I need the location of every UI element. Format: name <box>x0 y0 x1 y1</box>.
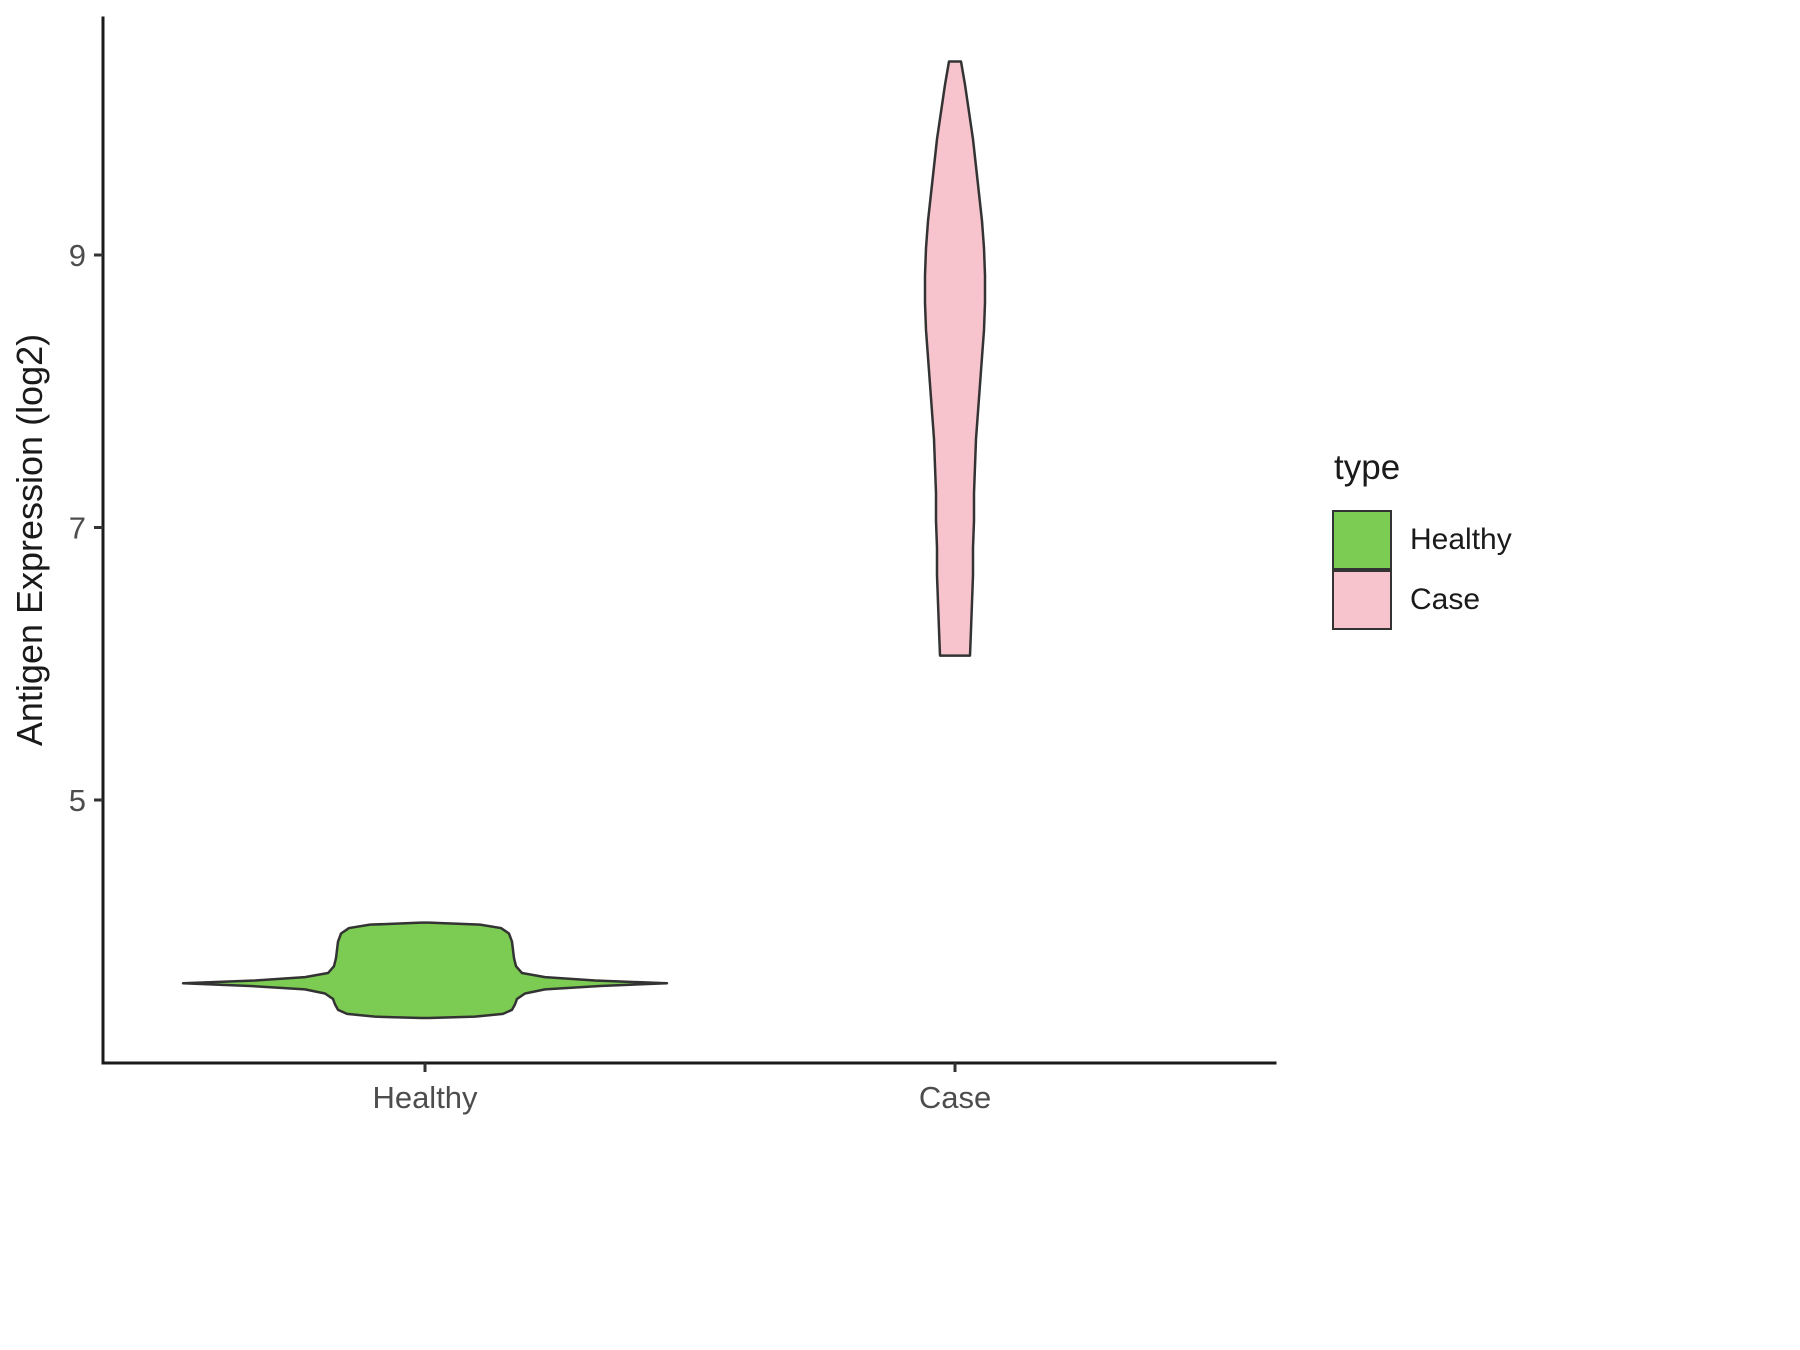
x-tick-label-healthy: Healthy <box>372 1080 478 1115</box>
violin-healthy <box>181 921 669 1020</box>
legend-item-case: Case <box>1332 570 1512 630</box>
y-tick-label: 7 <box>69 510 86 545</box>
legend-title: type <box>1334 448 1401 487</box>
legend-swatch-healthy <box>1332 510 1392 570</box>
y-axis-ticks: 9 7 5 <box>69 238 103 818</box>
x-tick-label-case: Case <box>919 1080 991 1115</box>
y-axis-title: Antigen Expression (log2) <box>9 334 50 746</box>
x-axis-ticks: Healthy Case <box>372 1063 991 1115</box>
legend: type Healthy Case <box>1332 448 1512 630</box>
legend-label-case: Case <box>1410 583 1481 616</box>
legend-label-healthy: Healthy <box>1410 523 1512 556</box>
violin-case <box>923 60 987 657</box>
legend-item-healthy: Healthy <box>1332 510 1512 570</box>
legend-swatch-case <box>1332 570 1392 630</box>
y-tick-label: 9 <box>69 238 86 273</box>
violin-layer <box>181 60 987 1020</box>
y-tick-label: 5 <box>69 783 86 818</box>
